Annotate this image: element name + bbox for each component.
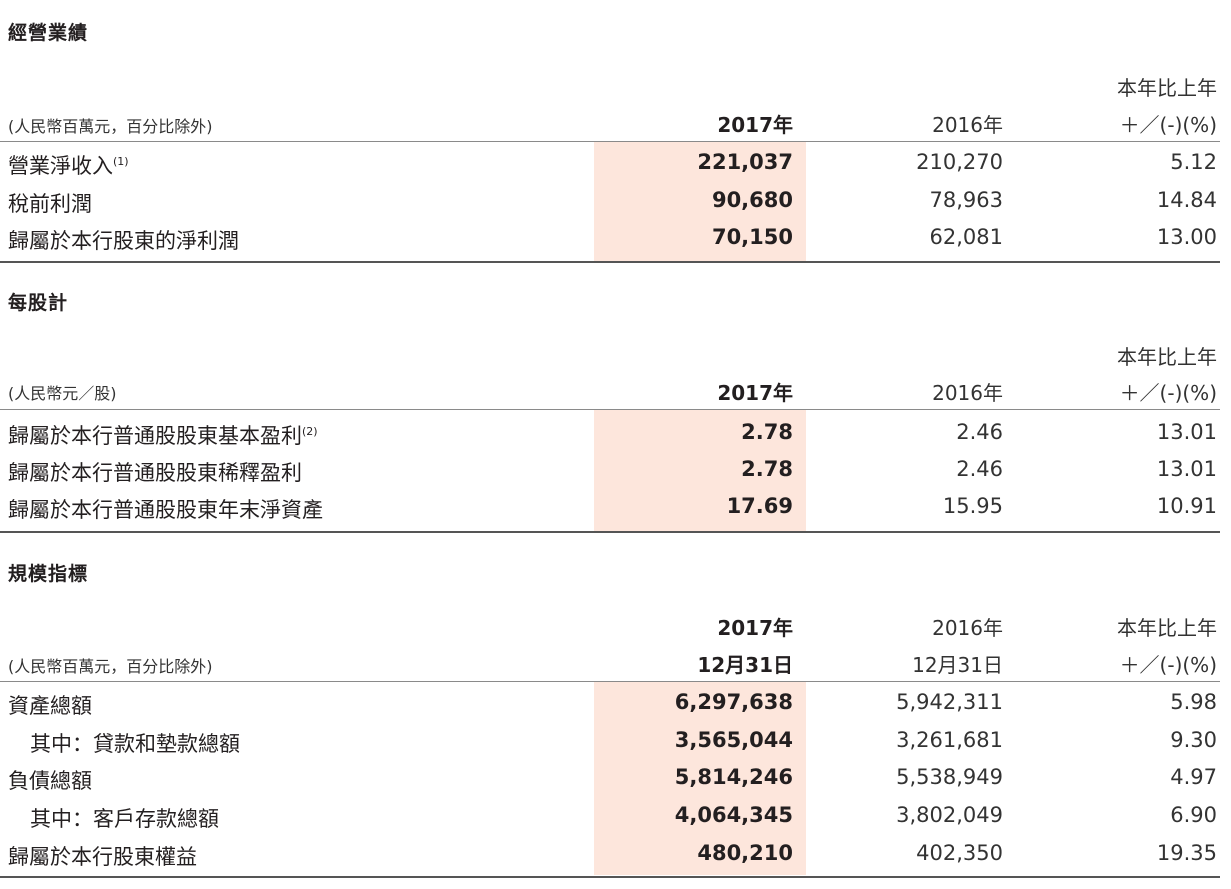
header-2016-line1: 2016年: [932, 616, 1003, 640]
value-2017: 2.78: [741, 420, 793, 444]
highlight-2017-column: [594, 142, 806, 261]
value-change: 6.90: [1170, 803, 1217, 827]
section-title-scale-indicators: 規模指標: [8, 563, 89, 585]
value-2016: 3,261,681: [896, 728, 1003, 752]
header-divider: [0, 141, 1220, 142]
value-change: 13.01: [1156, 457, 1217, 481]
header-change-line1: 本年比上年: [1117, 345, 1217, 369]
value-2016: 5,942,311: [896, 690, 1003, 714]
header-unit: (人民幣百萬元，百分比除外): [8, 117, 213, 136]
value-2017: 3,565,044: [674, 728, 793, 752]
row-label: 其中：客戶存款總額: [30, 807, 219, 831]
section-bottom-rule: [0, 261, 1220, 263]
highlight-2017-column: [594, 682, 806, 875]
value-2016: 402,350: [916, 841, 1003, 865]
section-title-per-share: 每股計: [8, 292, 69, 314]
value-2016: 78,963: [929, 188, 1003, 212]
value-2016: 2.46: [956, 457, 1003, 481]
header-2017: 2017年: [717, 113, 793, 137]
value-change: 5.12: [1170, 150, 1217, 174]
value-2016: 2.46: [956, 420, 1003, 444]
header-divider: [0, 681, 1220, 682]
highlight-2017-column: [594, 410, 806, 531]
value-2017: 221,037: [697, 150, 793, 174]
footnote-marker: (1): [113, 155, 129, 168]
header-change-line2: ＋／(-)(%): [1119, 381, 1217, 405]
row-label: 資產總額: [8, 694, 92, 718]
row-label: 歸屬於本行股東權益: [8, 845, 197, 869]
value-change: 14.84: [1156, 188, 1217, 212]
header-unit: (人民幣元／股): [8, 384, 117, 403]
header-2017-line1: 2017年: [717, 616, 793, 640]
value-change: 4.97: [1170, 765, 1217, 789]
value-change: 5.98: [1170, 690, 1217, 714]
value-change: 9.30: [1170, 728, 1217, 752]
value-2016: 5,538,949: [896, 765, 1003, 789]
section-bottom-rule: [0, 531, 1220, 533]
section-bottom-rule: [0, 876, 1220, 878]
value-change: 19.35: [1156, 841, 1217, 865]
header-change-line1: 本年比上年: [1117, 616, 1217, 640]
row-label: 其中：貸款和墊款總額: [30, 732, 240, 756]
header-2017-line2: 12月31日: [697, 653, 793, 677]
header-change-line1: 本年比上年: [1117, 76, 1217, 100]
header-2016: 2016年: [932, 113, 1003, 137]
row-label: 稅前利潤: [8, 192, 92, 216]
value-change: 13.00: [1156, 225, 1217, 249]
footnote-marker: (2): [302, 425, 318, 438]
value-2016: 15.95: [942, 494, 1003, 518]
value-2017: 90,680: [711, 188, 793, 212]
header-divider: [0, 409, 1220, 410]
value-2017: 6,297,638: [674, 690, 793, 714]
row-label: 歸屬於本行股東的淨利潤: [8, 229, 239, 253]
value-2017: 4,064,345: [674, 803, 793, 827]
value-change: 10.91: [1156, 494, 1217, 518]
header-unit: (人民幣百萬元，百分比除外): [8, 657, 213, 676]
header-2016: 2016年: [932, 381, 1003, 405]
row-label: 營業淨收入: [8, 154, 113, 178]
header-2017: 2017年: [717, 381, 793, 405]
row-label: 歸屬於本行普通股股東年末淨資產: [8, 498, 323, 522]
value-change: 13.01: [1156, 420, 1217, 444]
value-2017: 5,814,246: [674, 765, 793, 789]
value-2016: 62,081: [929, 225, 1003, 249]
value-2017: 70,150: [711, 225, 793, 249]
section-title-operating-results: 經營業績: [8, 22, 89, 44]
header-change-line2: ＋／(-)(%): [1119, 653, 1217, 677]
value-2017: 2.78: [741, 457, 793, 481]
row-label: 歸屬於本行普通股股東稀釋盈利: [8, 461, 302, 485]
value-2017: 17.69: [726, 494, 793, 518]
value-2017: 480,210: [697, 841, 793, 865]
row-label: 負債總額: [8, 769, 92, 793]
header-2016-line2: 12月31日: [912, 653, 1003, 677]
value-2016: 3,802,049: [896, 803, 1003, 827]
header-change-line2: ＋／(-)(%): [1119, 113, 1217, 137]
value-2016: 210,270: [916, 150, 1003, 174]
row-label: 歸屬於本行普通股股東基本盈利: [8, 424, 302, 448]
